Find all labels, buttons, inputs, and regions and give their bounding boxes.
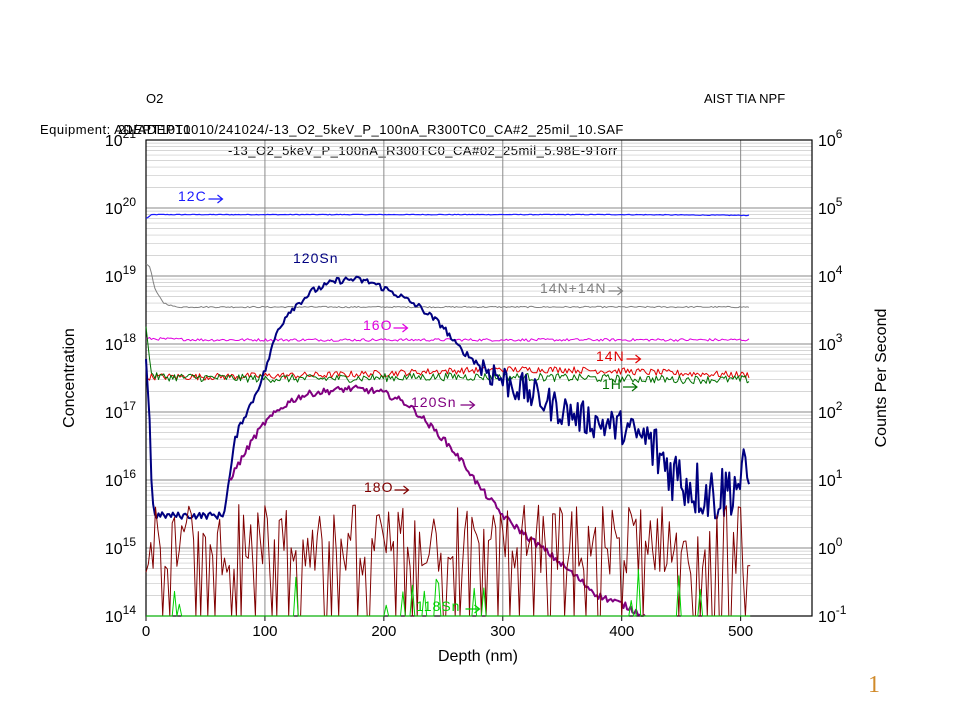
y-right-tick-label: 104 bbox=[818, 263, 843, 286]
series-label-5: 120Sn bbox=[293, 250, 338, 266]
series-line-7 bbox=[145, 504, 751, 617]
y-left-tick-label: 1018 bbox=[105, 331, 136, 354]
x-axis-title: Depth (nm) bbox=[438, 648, 518, 665]
element-label: O2 bbox=[146, 91, 164, 106]
y-left-tick-label: 1019 bbox=[105, 263, 136, 286]
series-arrow-6 bbox=[460, 400, 476, 410]
x-tick-label: 300 bbox=[490, 623, 515, 640]
y-right-tick-label: 105 bbox=[818, 195, 843, 218]
series-arrow-0 bbox=[208, 194, 224, 204]
series-label-7: 18O bbox=[364, 479, 393, 495]
y-right-tick-label: 102 bbox=[818, 399, 843, 422]
series-arrow-4 bbox=[623, 382, 638, 392]
y-left-tick-label: 1021 bbox=[105, 127, 136, 150]
x-tick-label: 400 bbox=[609, 623, 634, 640]
slide-number: 1 bbox=[868, 672, 880, 698]
series-line-2 bbox=[145, 337, 750, 342]
series-line-6 bbox=[228, 384, 646, 617]
series-line-1 bbox=[145, 263, 750, 309]
y-right-tick-label: 101 bbox=[818, 467, 843, 490]
equipment-line: Equipment: ADEPT1010 bbox=[40, 122, 191, 137]
series-label-6: 120Sn bbox=[411, 394, 456, 410]
y-left-tick-label: 1015 bbox=[105, 535, 136, 558]
y-right-tick-label: 103 bbox=[818, 331, 843, 354]
y-right-axis-title: Counts Per Second bbox=[873, 309, 890, 448]
x-tick-label: 0 bbox=[142, 623, 150, 640]
y-left-tick-label: 1017 bbox=[105, 399, 136, 422]
y-left-tick-label: 1016 bbox=[105, 467, 136, 490]
series-line-3 bbox=[145, 366, 750, 381]
series-label-2: 16O bbox=[363, 317, 392, 333]
series-arrow-2 bbox=[393, 323, 409, 333]
series-label-4: 1H bbox=[602, 376, 622, 392]
series-line-0 bbox=[145, 213, 750, 219]
y-left-tick-label: 1014 bbox=[105, 603, 136, 626]
y-right-tick-label: 106 bbox=[818, 127, 843, 150]
y-left-axis-title: Concentration bbox=[61, 328, 78, 428]
series-arrow-7 bbox=[394, 485, 410, 495]
series-labels: 12C 14N+14N 16O 14N 1H 120Sn 120Sn 18O 118Sn bbox=[178, 188, 642, 614]
series-arrow-1 bbox=[608, 286, 624, 296]
file-path-line: 21/ADEPT1010/241024/-13_O2_5keV_P_100nA_… bbox=[118, 122, 624, 137]
series-layer bbox=[145, 213, 751, 617]
x-tick-label: 100 bbox=[252, 623, 277, 640]
series-label-1: 14N+14N bbox=[540, 280, 607, 296]
series-line-5 bbox=[145, 275, 750, 520]
y-right-tick-label: 100 bbox=[818, 535, 843, 558]
series-label-8: 118Sn bbox=[416, 598, 460, 614]
x-tick-label: 500 bbox=[728, 623, 753, 640]
lab-label: AIST TIA NPF bbox=[704, 91, 786, 106]
series-label-3: 14N bbox=[596, 348, 625, 364]
series-line-8 bbox=[146, 569, 751, 617]
series-arrow-8 bbox=[465, 604, 481, 614]
series-label-0: 12C bbox=[178, 188, 207, 204]
y-right-tick-label: 10-1 bbox=[818, 603, 847, 626]
series-arrow-3 bbox=[626, 354, 642, 364]
x-tick-label: 200 bbox=[371, 623, 396, 640]
series-line-4 bbox=[145, 326, 750, 385]
y-left-tick-label: 1020 bbox=[105, 195, 136, 218]
